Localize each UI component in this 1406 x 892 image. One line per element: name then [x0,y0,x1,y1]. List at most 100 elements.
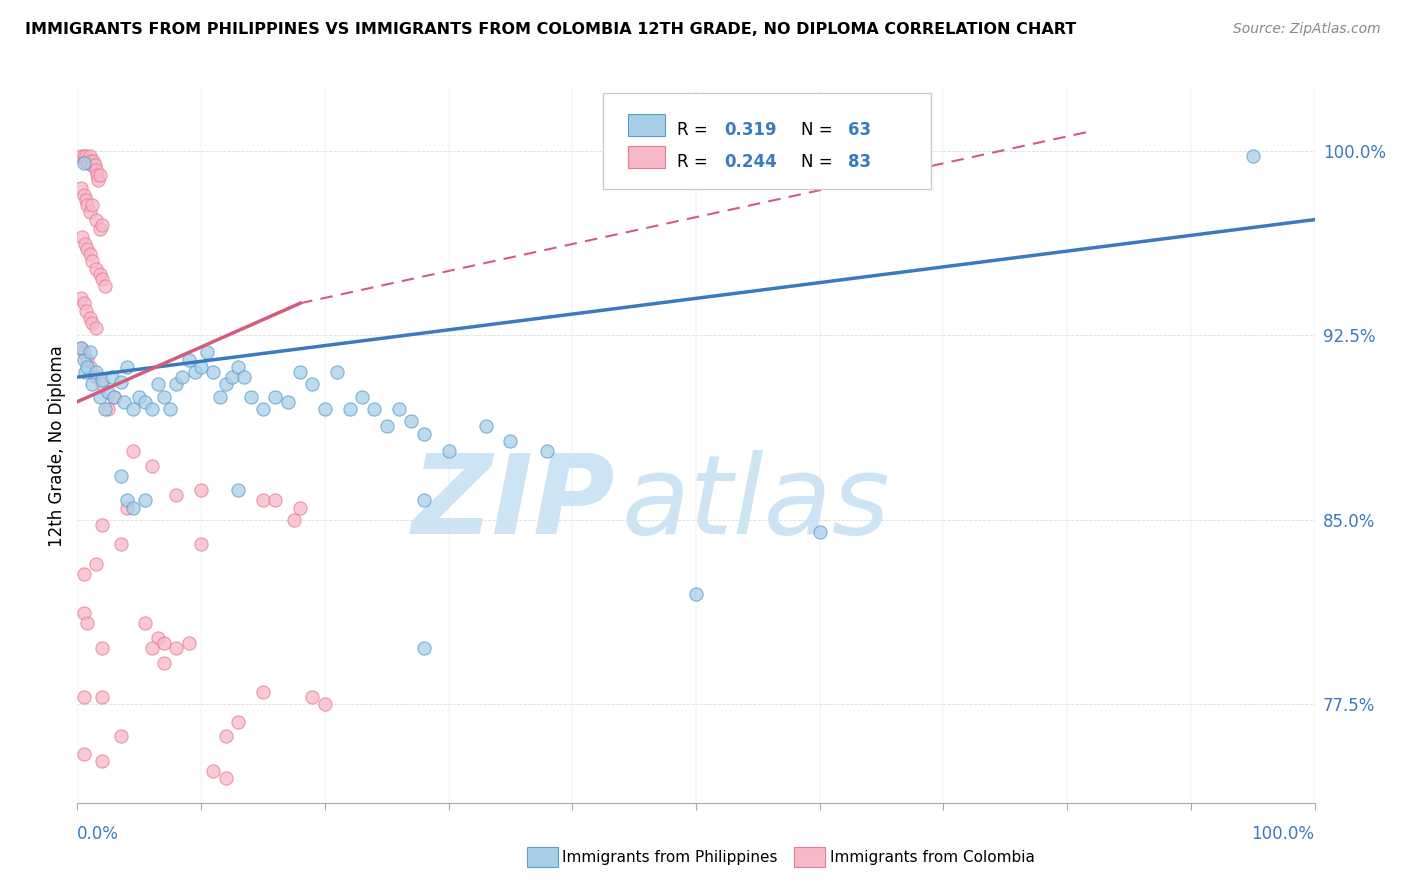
Point [215,377,238,392]
Point [110,375,132,389]
Point [412,640,434,655]
Point [1241,148,1264,162]
Point [72,148,94,162]
Text: 0.244: 0.244 [724,153,778,171]
Point [277,394,299,409]
Point [82,254,104,268]
Point [350,390,373,404]
Point [112,394,135,409]
Point [70,291,93,305]
Text: N =: N = [801,121,838,139]
Point [86,169,108,183]
Point [153,636,176,650]
Point [72,296,94,310]
Point [252,493,274,508]
Point [72,566,94,581]
Point [339,402,361,417]
Point [72,188,94,202]
Point [301,377,323,392]
Text: 0.319: 0.319 [724,121,778,139]
Point [72,607,94,621]
Point [75,148,97,162]
Point [252,402,274,417]
Point [221,370,243,384]
Point [110,468,132,483]
Point [89,169,111,183]
Point [363,402,385,417]
FancyBboxPatch shape [628,146,665,168]
Point [79,311,101,326]
Point [93,402,115,417]
Text: N =: N = [801,153,838,171]
Point [72,156,94,170]
Point [134,616,156,631]
Point [93,279,115,293]
Point [412,426,434,441]
Point [808,525,831,540]
Point [76,360,98,375]
Point [233,370,256,384]
Point [75,303,97,318]
Point [172,370,194,384]
Point [288,365,311,379]
Point [226,714,249,729]
Point [141,458,163,473]
Point [159,402,181,417]
Point [264,493,287,508]
Text: 0.0%: 0.0% [77,825,120,843]
Point [141,402,163,417]
Point [401,414,423,428]
Point [134,394,156,409]
Point [76,616,98,631]
Point [72,352,94,367]
Point [264,390,287,404]
Point [141,640,163,655]
Point [536,444,558,458]
Point [177,352,200,367]
Point [103,390,125,404]
Point [165,377,187,392]
Text: Immigrants from Philippines: Immigrants from Philippines [562,850,778,864]
Point [288,500,311,515]
Point [89,267,111,281]
Point [89,222,111,236]
Point [226,360,249,375]
Point [73,237,96,252]
Point [70,148,93,162]
Point [208,390,231,404]
Text: 83: 83 [848,153,872,171]
Point [202,365,225,379]
Point [226,483,249,498]
Point [72,230,94,244]
Text: 63: 63 [848,121,872,139]
Point [165,640,187,655]
Point [97,384,120,399]
Point [84,370,107,384]
Text: R =: R = [678,121,713,139]
Point [76,352,98,367]
Point [79,360,101,375]
Point [115,360,138,375]
Point [91,690,114,704]
Point [91,271,114,285]
Point [72,345,94,359]
Point [77,156,100,170]
Point [84,321,107,335]
Y-axis label: 12th Grade, No Diploma: 12th Grade, No Diploma [48,345,66,547]
Point [314,698,336,712]
Point [177,636,200,650]
Point [301,690,323,704]
Point [103,390,125,404]
Text: ZIP: ZIP [412,450,616,557]
Point [72,690,94,704]
Point [190,483,212,498]
Point [82,198,104,212]
Point [91,754,114,768]
Point [91,517,114,532]
Point [134,493,156,508]
Point [146,631,169,645]
Point [72,747,94,761]
Point [283,513,305,527]
Point [79,148,101,162]
Point [83,159,105,173]
